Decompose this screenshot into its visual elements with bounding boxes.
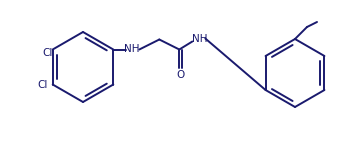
Text: Cl: Cl — [37, 80, 48, 90]
Text: NH: NH — [191, 34, 207, 44]
Text: O: O — [176, 70, 185, 80]
Text: Cl: Cl — [42, 47, 53, 57]
Text: NH: NH — [123, 44, 139, 54]
